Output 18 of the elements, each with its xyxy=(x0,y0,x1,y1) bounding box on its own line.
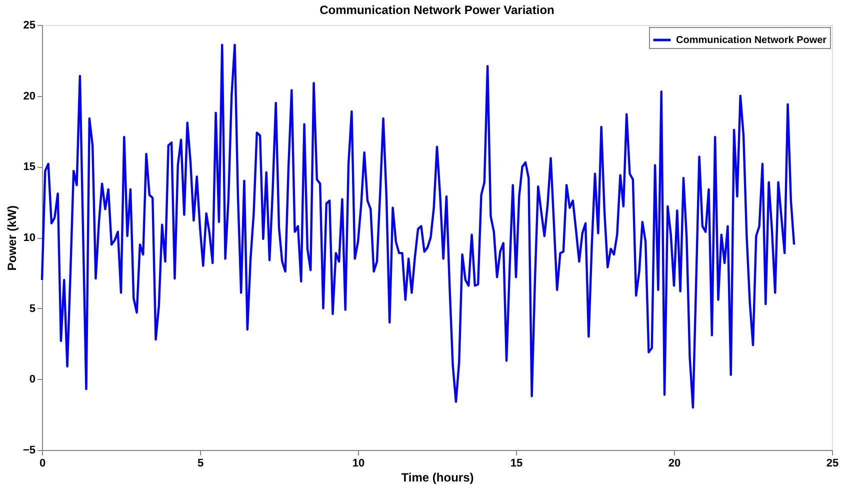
y-tick-label: 0 xyxy=(29,374,36,386)
x-tick-label: 5 xyxy=(197,458,204,470)
y-tick-label: 25 xyxy=(23,20,36,32)
y-tick-label: −5 xyxy=(22,444,36,456)
y-tick-label: 20 xyxy=(23,90,36,102)
y-tick-label: 5 xyxy=(29,302,36,315)
x-tick-label: 25 xyxy=(826,458,839,470)
x-tick-label: 20 xyxy=(668,458,681,470)
y-tick-label: 10 xyxy=(23,232,36,244)
y-axis-title: Power (kW) xyxy=(4,205,19,271)
y-tick-label: 15 xyxy=(23,161,36,174)
chart-title: Communication Network Power Variation xyxy=(320,3,554,17)
x-axis-title: Time (hours) xyxy=(401,470,474,484)
x-tick-label: 10 xyxy=(352,458,365,470)
line-series xyxy=(40,44,796,409)
x-tick-label: 15 xyxy=(510,458,523,470)
x-tick-label: 0 xyxy=(39,458,46,470)
legend-label: Communication Network Power xyxy=(676,35,827,46)
